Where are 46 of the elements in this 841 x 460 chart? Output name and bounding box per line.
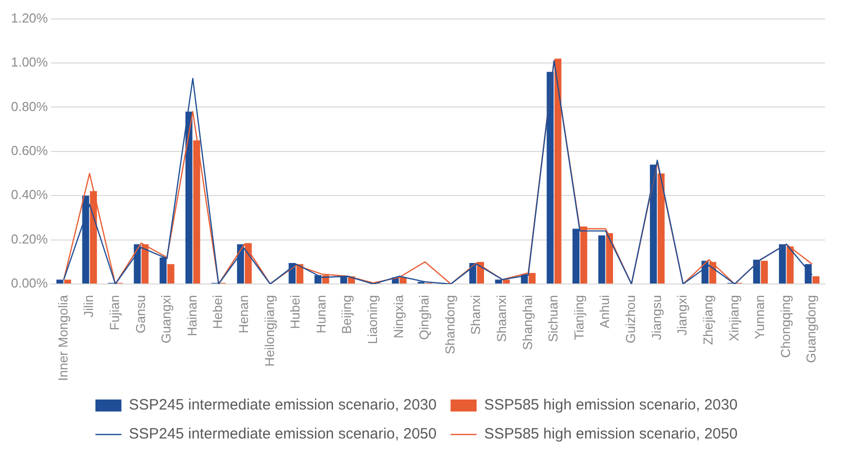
x-tick-label: Liaoning — [364, 295, 380, 344]
y-tick-label: 0.00% — [10, 276, 48, 291]
y-tick-label: 0.60% — [10, 142, 48, 158]
x-tick-label: Henan — [236, 295, 251, 334]
bar — [812, 276, 820, 284]
legend-label: SSP245 intermediate emission scenario, 2050 — [128, 426, 437, 443]
x-tick-label: Yunnan — [752, 295, 768, 340]
legend-label: SSP585 high emission scenario, 2030 — [484, 396, 738, 414]
x-tick-label: Heilongjiang — [262, 295, 277, 367]
x-tick-label: Anhui — [597, 294, 612, 328]
x-tick-label: Shanxi — [468, 294, 484, 335]
bar — [760, 260, 768, 284]
x-tick-label: Shandong — [442, 295, 458, 354]
x-tick-label: Guangxi — [158, 294, 174, 344]
x-tick-label: Guizhou — [623, 295, 638, 344]
x-tick-label: Beijing — [339, 295, 354, 334]
bar — [167, 264, 174, 284]
y-tick-label: 0.40% — [10, 187, 48, 202]
y-tick-label: 0.20% — [10, 231, 48, 246]
x-tick-label: Jiangsu — [648, 295, 664, 340]
x-tick-label: Jiangxi — [674, 294, 690, 336]
legend-label: SSP245 intermediate emission scenario, 2030 — [128, 396, 437, 414]
x-tick-label: Chongqing — [778, 295, 793, 358]
x-tick-label: Hubei — [288, 294, 303, 329]
x-tick-label: Jilin — [81, 295, 96, 318]
x-tick-label: Hainan — [184, 295, 200, 336]
x-tick-label: Sichuan — [546, 295, 561, 342]
x-tick-label: Fujian — [106, 295, 122, 330]
x-tick-label: Qinghai — [416, 294, 432, 340]
y-tick-label: 1.20% — [10, 10, 48, 26]
y-tick-label: 0.80% — [10, 98, 48, 114]
x-tick-label: Inner Mongolia — [55, 294, 70, 381]
x-tick-label: Gansu — [132, 295, 148, 334]
x-tick-label: Xinjiang — [726, 295, 742, 342]
bar — [64, 280, 72, 284]
x-tick-label: Shanghai — [520, 294, 535, 350]
x-tick-label: Zhejiang — [700, 295, 716, 345]
x-tick-label: Guangdong — [804, 295, 819, 363]
x-tick-label: Ningxia — [390, 294, 406, 338]
x-tick-label: Tianjing — [571, 295, 586, 340]
x-tick-label: Hunan — [313, 295, 328, 334]
legend-label: SSP585 high emission scenario, 2050 — [484, 426, 738, 443]
x-tick-label: Hebei — [210, 294, 226, 329]
bar — [598, 235, 606, 284]
x-tick-label: Shaanxi — [494, 294, 510, 342]
y-tick-label: 1.00% — [10, 54, 48, 70]
